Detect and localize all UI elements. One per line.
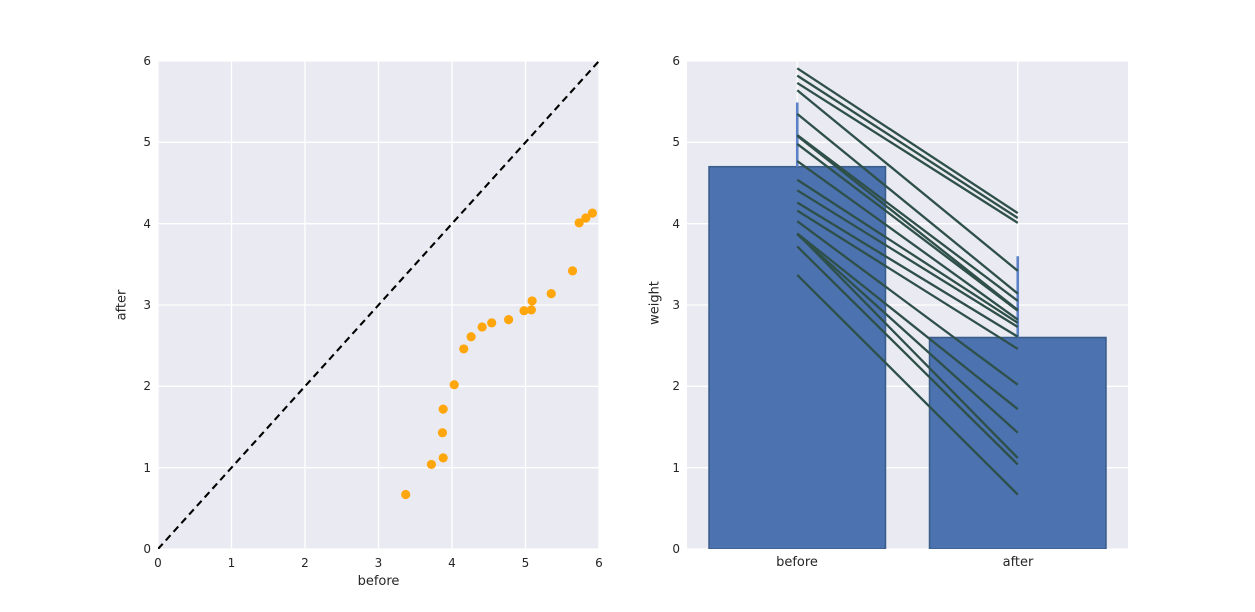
paired-line <box>796 74 1019 219</box>
paired-line <box>796 160 1019 321</box>
paired-line <box>796 134 1019 311</box>
scatter-point <box>527 296 537 306</box>
scatter-x-tick-label: 5 <box>521 556 530 570</box>
bar-y-tick-label: 4 <box>672 216 680 231</box>
scatter-x-tick-label: 4 <box>448 556 456 570</box>
scatter-y-tick-label: 0 <box>143 542 151 556</box>
scatter-point <box>546 289 556 299</box>
identity-dashed-line <box>158 61 599 549</box>
scatter-point <box>437 428 448 438</box>
bar-y-tick-label: 6 <box>672 54 680 68</box>
scatter-x-tick-label: 6 <box>595 556 603 570</box>
scatter-point <box>449 380 459 390</box>
scatter-y-tick-label: 3 <box>143 298 151 312</box>
bar-plot <box>687 61 1128 549</box>
scatter-point <box>581 213 591 223</box>
paired-line <box>796 232 1019 411</box>
scatter-y-tick-label: 2 <box>143 379 151 394</box>
scatter-y-tick-label: 4 <box>143 216 151 231</box>
paired-line <box>796 232 1019 459</box>
scatter-point <box>487 318 497 328</box>
scatter-point <box>503 315 514 325</box>
bar-y-tick-label: 0 <box>672 542 680 556</box>
scatter-point <box>438 453 448 463</box>
paired-line <box>796 189 1019 328</box>
scatter-xlabel: before <box>357 574 400 589</box>
scatter-point <box>526 305 536 315</box>
paired-line <box>796 134 1019 302</box>
scatter-point <box>567 266 578 276</box>
category-label-before: before <box>776 555 818 570</box>
scatter-y-tick-label: 6 <box>143 54 151 68</box>
bar-axes <box>687 61 1128 549</box>
paired-line <box>796 178 1019 324</box>
paired-line <box>796 245 1019 466</box>
scatter-point <box>574 218 584 228</box>
scatter-plot <box>158 61 599 549</box>
bar-y-tick-label: 3 <box>672 298 680 312</box>
paired-line <box>796 274 1019 496</box>
scatter-x-tick-label: 2 <box>301 556 309 570</box>
paired-line <box>796 143 1019 312</box>
paired-line <box>796 67 1019 215</box>
bar-y-tick-label: 2 <box>672 379 680 394</box>
paired-line <box>796 233 1019 434</box>
scatter-point <box>438 404 448 414</box>
paired-line <box>796 220 1019 386</box>
scatter-point <box>426 459 437 470</box>
scatter-y-tick-label: 1 <box>143 460 151 475</box>
scatter-x-tick-label: 1 <box>227 556 236 570</box>
bar-before <box>708 165 887 549</box>
scatter-point <box>519 306 529 316</box>
bar-y-tick-label: 1 <box>672 460 680 475</box>
scatter-point <box>587 208 597 218</box>
scatter-ylabel: after <box>114 289 130 321</box>
bar-after <box>928 336 1107 549</box>
scatter-axes <box>158 61 599 549</box>
scatter-x-tick-label: 0 <box>154 556 162 570</box>
paired-line <box>796 89 1019 272</box>
category-label-after: after <box>1002 555 1034 570</box>
paired-line <box>796 209 1019 350</box>
paired-line <box>796 201 1019 338</box>
bar-ylabel: weight <box>647 281 663 325</box>
scatter-y-tick-label: 5 <box>143 135 151 150</box>
scatter-point <box>459 344 469 354</box>
scatter-point <box>401 489 411 500</box>
scatter-x-tick-label: 3 <box>374 556 383 570</box>
paired-line <box>796 112 1019 295</box>
scatter-point <box>477 322 487 332</box>
scatter-point <box>466 332 476 342</box>
paired-line <box>796 81 1019 224</box>
bar-y-tick-label: 5 <box>672 135 680 150</box>
